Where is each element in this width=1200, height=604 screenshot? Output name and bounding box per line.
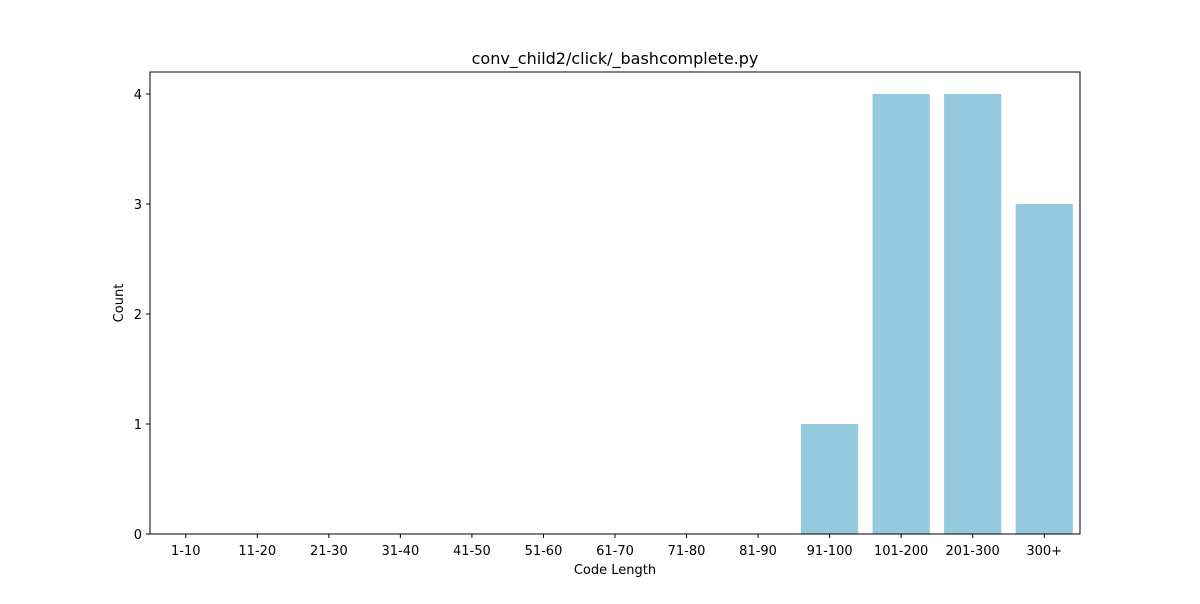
x-tick-label: 101-200 (874, 544, 928, 559)
chart-title: conv_child2/click/_bashcomplete.py (472, 49, 759, 69)
y-axis: 0 1 2 3 4 (134, 88, 150, 543)
x-tick-label: 61-70 (596, 544, 634, 559)
x-tick-label: 11-20 (238, 544, 276, 559)
x-tick-label: 91-100 (807, 544, 853, 559)
x-tick-label: 51-60 (525, 544, 563, 559)
x-tick-label: 300+ (1026, 544, 1062, 559)
x-tick-label: 71-80 (668, 544, 706, 559)
y-tick-label: 0 (134, 528, 142, 543)
x-tick-label: 41-50 (453, 544, 491, 559)
plot-frame (149, 71, 1081, 535)
y-axis-label: Count (112, 284, 127, 323)
bar-101-200 (872, 94, 930, 534)
x-axis: 1-10 11-20 21-30 31-40 41-50 51-60 61-70 71-80 8… (171, 534, 1062, 559)
x-tick-label: 81-90 (739, 544, 777, 559)
y-tick-label: 4 (134, 88, 142, 103)
y-tick-label: 2 (134, 308, 142, 323)
bar-300+ (1015, 204, 1073, 534)
x-tick-label: 31-40 (381, 544, 419, 559)
x-tick-label: 1-10 (171, 544, 201, 559)
bar-201-300 (944, 94, 1002, 534)
bars-group (801, 94, 1073, 534)
y-tick-label: 3 (134, 198, 142, 213)
x-axis-label: Code Length (574, 563, 656, 578)
y-tick-label: 1 (134, 418, 142, 433)
x-tick-label: 201-300 (946, 544, 1000, 559)
bar-91-100 (801, 424, 859, 534)
x-tick-label: 21-30 (310, 544, 348, 559)
